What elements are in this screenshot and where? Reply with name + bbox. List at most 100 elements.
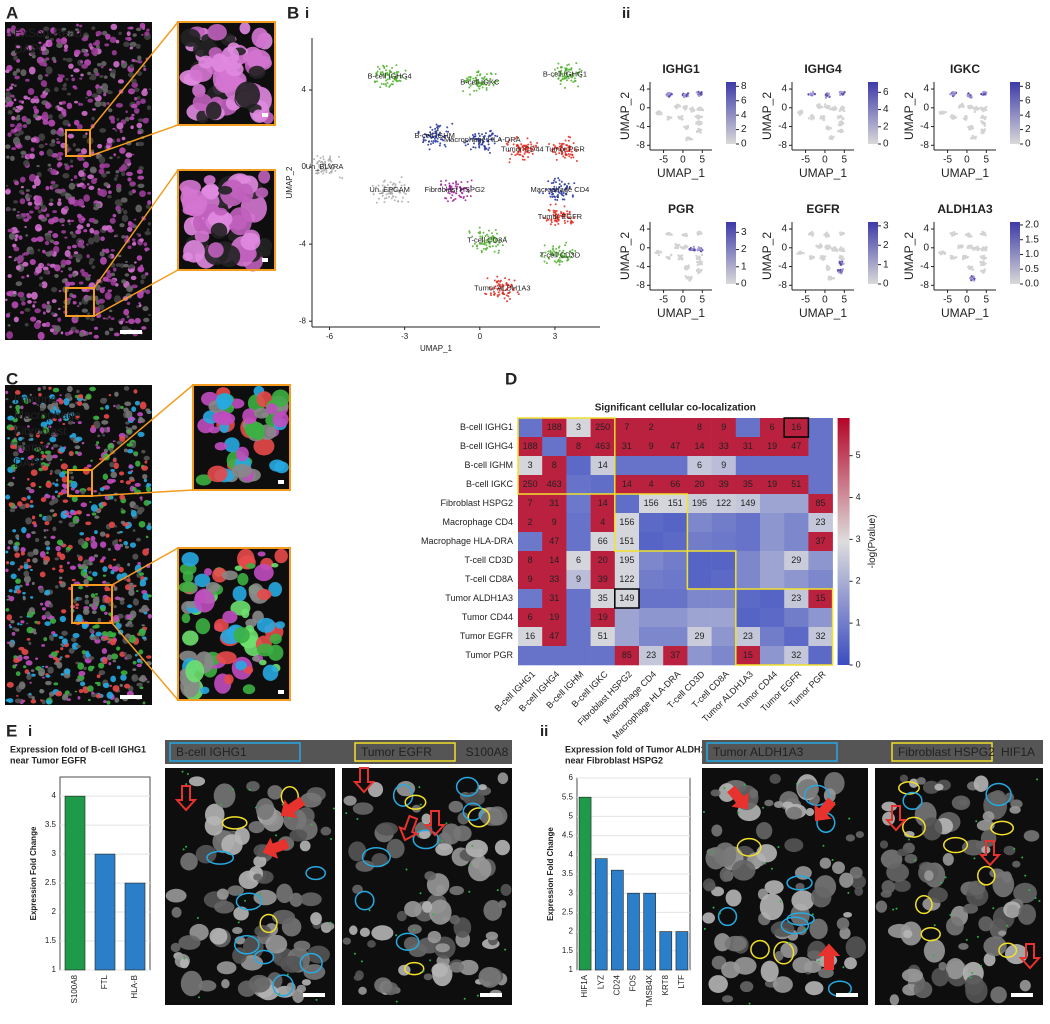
cell-blob [11, 116, 15, 120]
cell-point [471, 179, 473, 181]
cell-point [498, 250, 500, 252]
cell-blob [15, 664, 18, 666]
cell-blob [139, 628, 146, 636]
feature-point [699, 131, 701, 133]
cell-blob [139, 521, 146, 528]
y-tick-label: 4 [639, 84, 645, 95]
heatmap-cell [687, 570, 712, 589]
cell-blob [113, 559, 116, 561]
feature-point [807, 93, 809, 95]
feature-point [827, 128, 829, 130]
cell-blob [113, 214, 117, 218]
cell-count: 20 [598, 555, 608, 565]
cell-blob [274, 461, 289, 473]
cell-blob [9, 589, 13, 592]
cell-blob [149, 88, 152, 90]
cell-blob [110, 116, 115, 122]
cell-blob [97, 618, 101, 623]
cell-blob [112, 660, 116, 662]
cell-blob [64, 237, 67, 239]
cell-blob [129, 624, 134, 628]
cell-count: 9 [649, 441, 654, 451]
cell-blob [50, 637, 53, 641]
cell-blob [132, 487, 137, 491]
cell-point [462, 90, 464, 92]
cell-blob [78, 538, 85, 545]
feature-point [698, 95, 700, 97]
feature-point [829, 136, 831, 138]
x-tick-label: -5 [943, 155, 952, 166]
cell-point [522, 155, 524, 157]
cell-blob [144, 31, 149, 36]
cell-point [554, 196, 556, 198]
cell-blob [137, 131, 141, 134]
feature-point [684, 93, 686, 95]
cell-blob [144, 500, 150, 506]
cell-count: 14 [549, 555, 559, 565]
cell-point [451, 123, 453, 125]
y-axis-label: UMAP_2 [618, 92, 632, 140]
cell-blob [7, 132, 11, 136]
cell-count: 66 [598, 536, 608, 546]
feature-point [799, 113, 801, 115]
heatmap-cell [760, 551, 785, 570]
cell-blob [125, 110, 128, 113]
feature-title: IGHG4 [804, 62, 842, 76]
feature-point [685, 126, 687, 128]
cell-count: 250 [523, 479, 538, 489]
cluster-label: Macrophage CD4 [531, 185, 590, 194]
scale-bar [120, 330, 142, 334]
y-tick-label: -8 [920, 140, 929, 151]
cell-count: 463 [547, 479, 562, 489]
cell-blob [82, 442, 85, 444]
cell-blob [226, 62, 244, 76]
micrograph [178, 170, 275, 272]
y-tick-label: 0 [923, 102, 929, 113]
cell-blob [261, 248, 271, 257]
cell-blob [124, 402, 131, 407]
cell-blob [110, 469, 115, 472]
cell-blob [33, 113, 38, 118]
cell-blob [34, 178, 41, 186]
cell-blob [26, 293, 31, 298]
cluster-label: Tumor EGFR [538, 212, 583, 221]
cell-point [432, 142, 434, 144]
cell-point [546, 262, 548, 264]
cell-blob [68, 197, 75, 205]
cell-blob [50, 536, 55, 539]
cell-blob [32, 521, 36, 525]
cell-blob [71, 476, 74, 480]
cell-count: 250 [595, 422, 610, 432]
cell-blob [123, 210, 127, 214]
cell-blob [60, 459, 62, 461]
cell-blob [24, 564, 29, 570]
cell-blob [91, 593, 95, 598]
cell-blob [121, 508, 124, 511]
y-tick-label: 4 [52, 791, 57, 800]
cell-blob [14, 98, 17, 101]
cell-blob [274, 549, 287, 563]
row-label: Fibroblast HSPG2 [440, 498, 513, 508]
cell-blob [206, 102, 222, 120]
heatmap-cell [687, 551, 712, 570]
feature-point [840, 263, 842, 265]
feature-point [842, 117, 844, 119]
cell-blob [146, 29, 150, 32]
cell-blob [130, 47, 133, 50]
cell-blob [7, 484, 10, 486]
cell-count: 23 [743, 631, 753, 641]
cell-blob [111, 69, 116, 74]
feature-point [697, 123, 699, 125]
feature-point [676, 247, 678, 249]
cell-count: 32 [791, 650, 801, 660]
heatmap-cell [736, 589, 761, 608]
heatmap-cell [712, 513, 737, 532]
cell-blob [89, 228, 94, 234]
cell-blob [127, 31, 131, 36]
cell-blob [53, 444, 59, 448]
cell-blob [127, 449, 133, 453]
cell-blob [67, 103, 73, 109]
heatmap-cell [687, 589, 712, 608]
bar [65, 796, 85, 970]
cell-blob [139, 686, 143, 689]
